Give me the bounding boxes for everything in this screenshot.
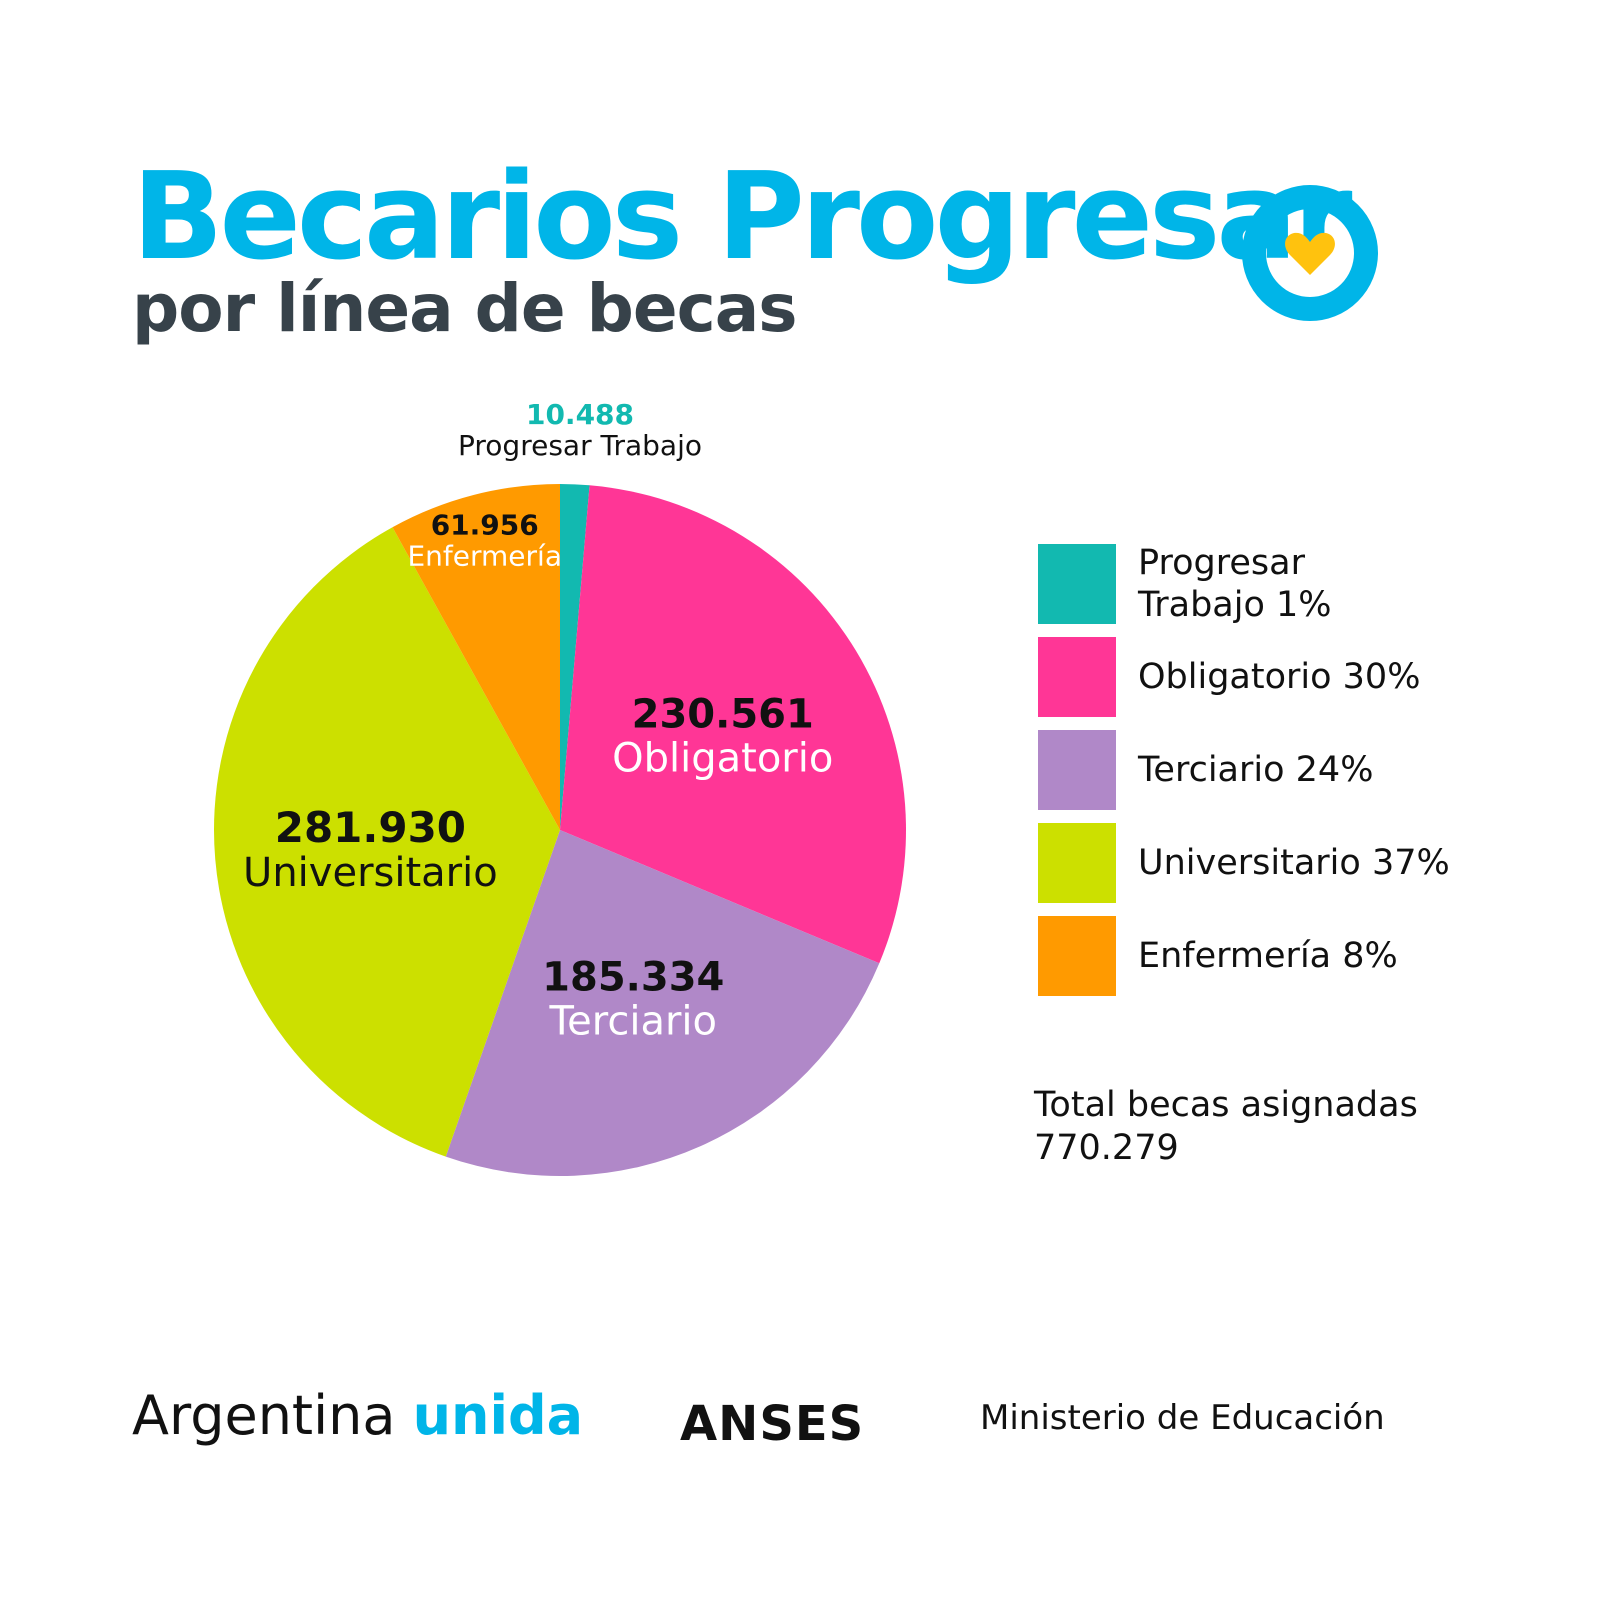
slice-name-label-universitario: Universitario (243, 850, 498, 896)
total-label: Total becas asignadas (1034, 1085, 1418, 1125)
argentina-unida-logo: Argentina unida (132, 1384, 583, 1447)
page-subtitle: por línea de becas (132, 270, 798, 347)
legend-swatch (1038, 916, 1116, 996)
slice-name-label-terciario: Terciario (549, 998, 717, 1044)
ministerio-educacion-logo: Ministerio de Educación (980, 1398, 1385, 1438)
heart-ring-icon (1242, 185, 1378, 321)
footer-left-main: Argentina (132, 1384, 396, 1447)
chart-legend: Progresar Trabajo 1% Obligatorio 30% Ter… (1038, 542, 1458, 1009)
legend-label-line1: Progresar (1138, 543, 1305, 583)
pie-slice-progresar-trabajo (560, 484, 590, 830)
total-becas: Total becas asignadas 770.279 (1034, 1084, 1418, 1171)
slice-value-label-obligatorio: 230.561 (632, 691, 814, 737)
pie-slice-enfermeria (392, 484, 560, 830)
legend-label: Obligatorio 30% (1138, 657, 1421, 697)
slice-value-label-enfermeria: 61.956 (431, 509, 539, 542)
legend-swatch (1038, 637, 1116, 717)
legend-swatch (1038, 823, 1116, 903)
pie-slice-obligatorio (560, 485, 906, 964)
footer-left-accent: unida (412, 1384, 584, 1447)
legend-item-enfermeria: Enfermería 8% (1038, 916, 1458, 996)
anses-logo: ANSES (680, 1396, 865, 1452)
legend-label: Enfermería 8% (1138, 936, 1398, 976)
legend-item-terciario: Terciario 24% (1038, 730, 1458, 810)
page-title: Becarios Progresar (132, 148, 1353, 287)
slice-label-progresar-trabajo: 10.488 Progresar Trabajo (420, 398, 740, 462)
legend-item-universitario: Universitario 37% (1038, 823, 1458, 903)
legend-item-obligatorio: Obligatorio 30% (1038, 637, 1458, 717)
legend-label: Universitario 37% (1138, 843, 1450, 883)
legend-label: Progresar Trabajo 1% (1138, 542, 1458, 626)
slice-value-label-terciario: 185.334 (542, 954, 724, 1000)
total-value: 770.279 (1034, 1128, 1179, 1169)
slice-name-label: Progresar Trabajo (458, 428, 702, 462)
legend-label-line2: Trabajo 1% (1138, 585, 1332, 625)
legend-swatch (1038, 730, 1116, 810)
slice-value-label: 10.488 (525, 398, 635, 431)
slice-name-label-obligatorio: Obligatorio (612, 735, 833, 781)
legend-item-progresar-trabajo: Progresar Trabajo 1% (1038, 542, 1458, 626)
pie-slice-terciario (445, 830, 880, 1176)
legend-swatch (1038, 544, 1116, 624)
slice-name-label-enfermeria: Enfermería (407, 539, 562, 572)
slice-value-label-universitario: 281.930 (275, 803, 466, 852)
legend-label: Terciario 24% (1138, 750, 1374, 790)
pie-slice-universitario (214, 527, 560, 1157)
